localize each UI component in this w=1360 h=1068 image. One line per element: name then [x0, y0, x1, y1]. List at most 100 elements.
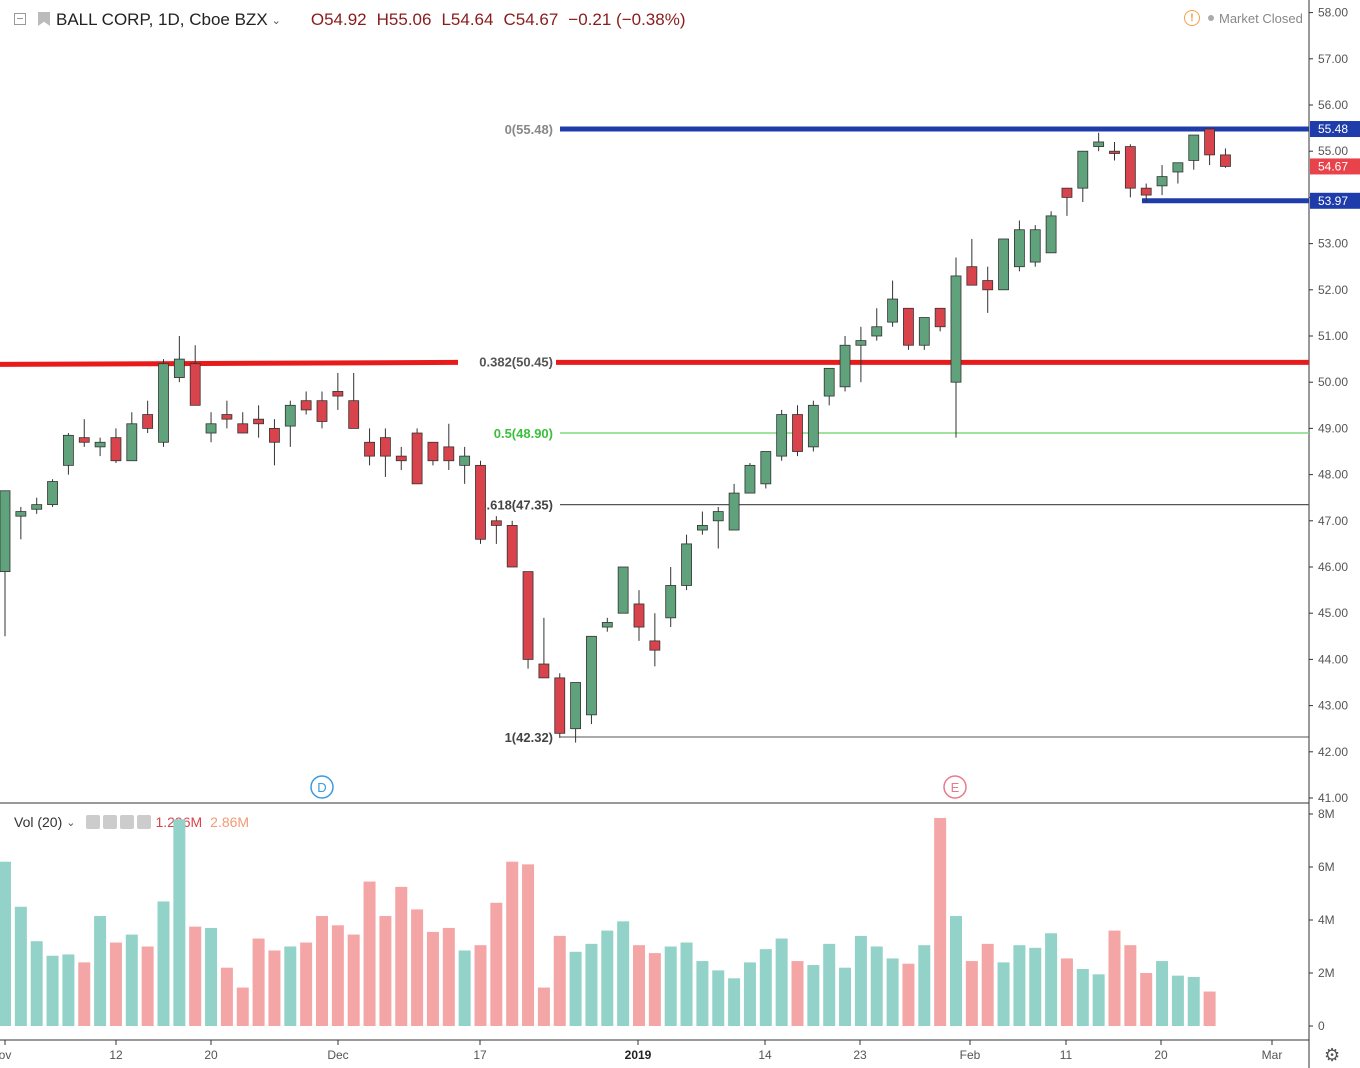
candle-body — [490, 520, 502, 526]
volume-bar — [585, 943, 598, 1026]
gear-icon[interactable] — [103, 815, 118, 829]
candle-body — [1188, 134, 1200, 161]
ohlc-readout: O54.92 H55.06 L54.64 C54.67 −0.21 (−0.38%) — [311, 10, 696, 30]
price-tick-label: 45.00 — [1318, 606, 1348, 620]
volume-bar — [569, 951, 582, 1026]
price-tick-label: 51.00 — [1318, 329, 1348, 343]
candle-body — [110, 437, 122, 462]
time-tick-label: Dec — [327, 1048, 348, 1062]
volume-bar — [934, 817, 947, 1026]
volume-label[interactable]: Vol (20) — [14, 814, 63, 830]
time-tick-label: 11 — [1060, 1048, 1073, 1062]
volume-bar — [442, 927, 455, 1026]
chevron-down-icon[interactable]: ⌄ — [66, 816, 76, 829]
symbol-title[interactable]: BALL CORP, 1D, Cboe BZX — [56, 10, 268, 29]
market-status-label: Market Closed — [1219, 10, 1303, 26]
time-tick-label: Feb — [960, 1048, 981, 1062]
price-tick-label: 41.00 — [1318, 791, 1348, 805]
volume-bar — [205, 927, 218, 1026]
candle-body — [269, 427, 280, 443]
volume-bar — [1092, 974, 1105, 1026]
volume-bar — [268, 950, 281, 1026]
volume-bar — [490, 902, 503, 1026]
collapse-icon[interactable] — [14, 13, 26, 25]
volume-tick-label: 8M — [1318, 807, 1335, 821]
price-tick-label: 50.00 — [1318, 375, 1348, 389]
status-dot — [1208, 15, 1214, 21]
volume-bar — [553, 935, 566, 1026]
eye-icon[interactable] — [86, 815, 101, 829]
candle-body — [1140, 187, 1152, 196]
candle-body — [31, 504, 43, 510]
time-tick-label: 23 — [853, 1048, 867, 1062]
candle-body — [1093, 141, 1105, 147]
candle-body — [887, 298, 898, 323]
volume-bar — [252, 938, 265, 1026]
volume-bar — [664, 946, 677, 1026]
candle-body — [1029, 229, 1041, 263]
volume-bar — [411, 909, 424, 1026]
volume-bar — [220, 967, 233, 1026]
warning-icon: ! — [1184, 10, 1200, 26]
candle-body — [443, 446, 455, 462]
volume-bar — [522, 864, 535, 1026]
candle-body — [934, 307, 946, 328]
volume-bar — [157, 901, 170, 1026]
volume-bar — [728, 978, 741, 1026]
candle-body — [744, 464, 756, 494]
volume-bar — [1187, 976, 1200, 1026]
candle-body — [1124, 146, 1136, 189]
volume-bar — [743, 962, 756, 1026]
candle-body — [1172, 162, 1184, 173]
volume-bar — [601, 930, 614, 1026]
time-tick-label: 20 — [204, 1048, 218, 1062]
fib-level-line — [0, 359, 459, 367]
volume-bar — [284, 946, 297, 1026]
candle-body — [189, 363, 201, 406]
fib-level-label: 0.382(50.45) — [479, 354, 553, 369]
candle-body — [554, 677, 566, 734]
volume-bar — [316, 916, 328, 1026]
volume-bar — [78, 962, 91, 1026]
price-tick-label: 43.00 — [1318, 699, 1348, 713]
settings-icon[interactable]: ⚙ — [1324, 1045, 1341, 1065]
candle-body — [395, 455, 407, 462]
flag-icon[interactable] — [38, 12, 50, 26]
time-tick-label: 2019 — [625, 1048, 652, 1062]
event-marker-label: D — [317, 780, 326, 795]
candle-body — [237, 423, 249, 434]
event-marker[interactable] — [310, 775, 334, 799]
volume-bar — [395, 886, 408, 1026]
candle-body — [538, 663, 550, 679]
volume-bar — [0, 861, 11, 1026]
chevron-down-icon[interactable]: ⌄ — [271, 14, 281, 27]
market-status[interactable]: ! Market Closed — [1184, 10, 1303, 26]
volume-bar — [173, 819, 186, 1026]
volume-bar — [331, 925, 344, 1026]
volume-bar — [94, 916, 107, 1026]
close-icon[interactable] — [137, 815, 152, 829]
candle-body — [300, 400, 312, 411]
candle-body — [586, 635, 597, 716]
close-value: C54.67 — [503, 10, 559, 29]
candle-body — [126, 423, 138, 462]
volume-bar — [1045, 933, 1058, 1026]
volume-bar — [141, 946, 154, 1026]
event-marker[interactable] — [943, 775, 967, 799]
volume-bar — [1076, 969, 1089, 1026]
volume-bar — [997, 962, 1010, 1026]
candle-body — [1061, 187, 1073, 198]
candle-body — [78, 437, 90, 443]
plus-icon[interactable] — [120, 815, 135, 829]
candle-body — [712, 511, 724, 522]
candle-body — [348, 400, 360, 429]
time-tick-label: 17 — [473, 1048, 487, 1062]
volume-bar — [189, 926, 202, 1026]
volume-bar — [791, 961, 804, 1026]
volume-tick-label: 2M — [1318, 966, 1335, 980]
candle-body — [0, 490, 11, 573]
candle-body — [617, 566, 629, 614]
price-tick-label: 55.00 — [1318, 144, 1348, 158]
volume-bar — [854, 935, 867, 1026]
